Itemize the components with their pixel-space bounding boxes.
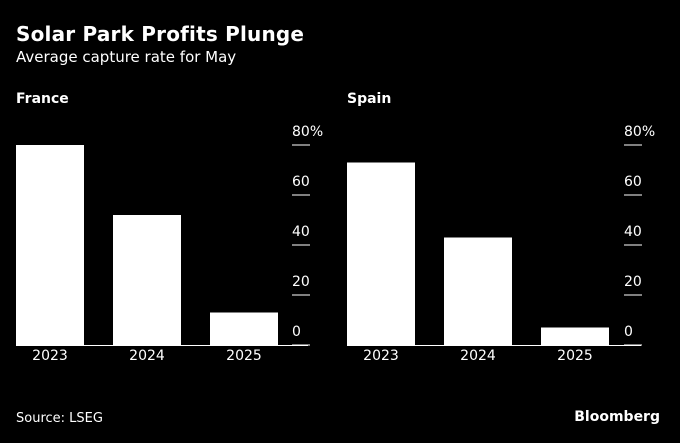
y-tick-label-spain-0: 0 <box>624 324 633 340</box>
bar-spain-2024 <box>444 237 512 345</box>
x-tick-label-france-2023: 2023 <box>32 348 68 364</box>
chart-title: Solar Park Profits Plunge <box>16 22 305 46</box>
chart-subtitle: Average capture rate for May <box>16 48 237 66</box>
panel-title-spain: Spain <box>347 91 392 107</box>
bar-france-2025 <box>210 312 278 345</box>
y-tick-label-spain-2: 40 <box>624 224 642 240</box>
panel-title-france: France <box>16 91 69 107</box>
y-tick-label-france-3: 60 <box>292 174 310 190</box>
x-tick-label-france-2025: 2025 <box>226 348 262 364</box>
bar-spain-2025 <box>541 327 609 345</box>
x-tick-label-spain-2023: 2023 <box>363 348 399 364</box>
x-tick-label-spain-2025: 2025 <box>557 348 593 364</box>
bloomberg-logo: Bloomberg <box>574 409 660 425</box>
y-tick-label-france-0: 0 <box>292 324 301 340</box>
y-tick-label-spain-4: 80% <box>624 124 655 140</box>
x-tick-label-france-2024: 2024 <box>129 348 165 364</box>
y-tick-label-spain-1: 20 <box>624 274 642 290</box>
y-tick-label-spain-3: 60 <box>624 174 642 190</box>
x-tick-label-spain-2024: 2024 <box>460 348 496 364</box>
bar-spain-2023 <box>347 162 415 345</box>
bar-france-2023 <box>16 145 84 345</box>
y-tick-label-france-1: 20 <box>292 274 310 290</box>
source-note: Source: LSEG <box>16 411 103 426</box>
y-tick-label-france-4: 80% <box>292 124 323 140</box>
bar-france-2024 <box>113 215 181 345</box>
y-tick-label-france-2: 40 <box>292 224 310 240</box>
